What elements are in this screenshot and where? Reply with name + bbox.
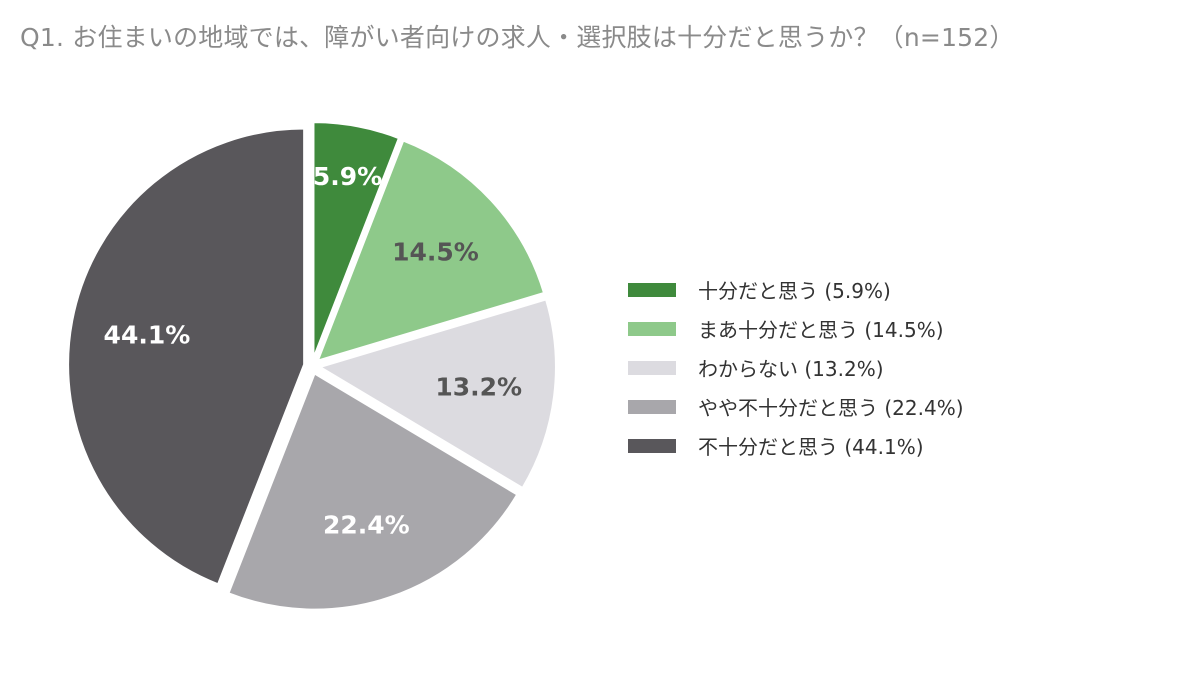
legend-item-0: 十分だと思う (5.9%) (628, 270, 964, 309)
slice-value-label-3: 22.4% (323, 510, 410, 539)
slice-value-label-0: 5.9% (313, 162, 382, 191)
chart-title: Q1. お住まいの地域では、障がい者向けの求人・選択肢は十分だと思うか？（n=1… (20, 23, 1015, 52)
legend-label: 十分だと思う (5.9%) (698, 279, 891, 303)
legend-swatch (628, 360, 676, 375)
legend-item-2: わからない (13.2%) (628, 348, 964, 387)
pie-slice-1 (316, 139, 546, 363)
legend-swatch (628, 321, 676, 336)
legend-swatch (628, 438, 676, 453)
pie-slice-2 (317, 298, 557, 490)
legend-item-3: やや不十分だと思う (22.4%) (628, 387, 964, 426)
pie-slice-3 (227, 372, 519, 611)
pie-slice-4 (67, 127, 306, 586)
legend-label: やや不十分だと思う (22.4%) (698, 396, 964, 420)
legend-label: わからない (13.2%) (698, 357, 884, 381)
slice-value-label-4: 44.1% (104, 320, 191, 349)
legend: 十分だと思う (5.9%) まあ十分だと思う (14.5%) わからない (13… (628, 270, 964, 465)
slice-value-label-1: 14.5% (392, 238, 479, 267)
legend-item-4: 不十分だと思う (44.1%) (628, 426, 964, 465)
legend-label: まあ十分だと思う (14.5%) (698, 318, 944, 342)
legend-swatch (628, 282, 676, 297)
slice-value-label-2: 13.2% (435, 372, 522, 401)
legend-item-1: まあ十分だと思う (14.5%) (628, 309, 964, 348)
legend-label: 不十分だと思う (44.1%) (698, 435, 924, 459)
legend-swatch (628, 399, 676, 414)
pie-slice-0 (312, 121, 401, 359)
